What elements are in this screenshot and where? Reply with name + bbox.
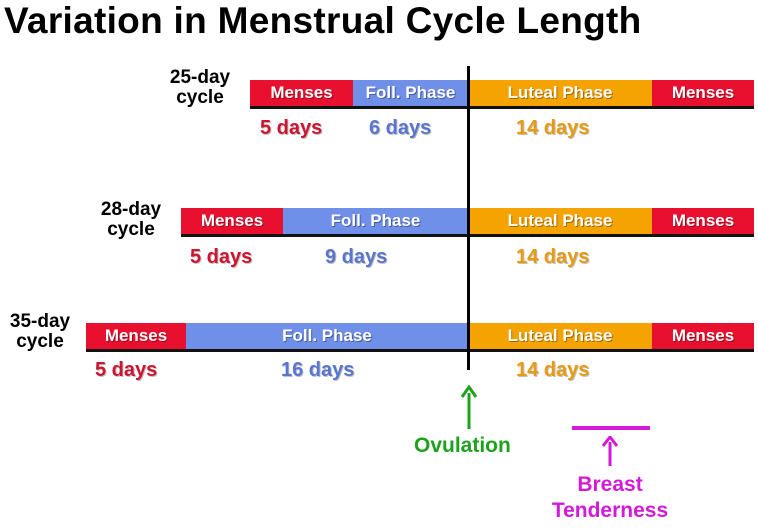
ovulation-label: Ovulation	[414, 434, 511, 457]
cycle-label-line2: cycle	[16, 331, 64, 352]
cycle-label-line1: 35-day	[9, 311, 71, 332]
cycle-label-28-day: 28-day cycle	[88, 200, 174, 240]
segment-luteal-phase: Luteal Phase	[468, 208, 652, 234]
cycle-bar-28-day: Menses Foll. Phase Luteal Phase Menses	[181, 208, 754, 237]
breast-tenderness-arrow-icon	[601, 436, 619, 466]
duration-luteal: 14 days	[516, 117, 590, 139]
duration-follicular: 16 days	[281, 359, 355, 381]
segment-luteal-phase: Luteal Phase	[468, 323, 652, 349]
segment-follicular-phase: Foll. Phase	[283, 208, 468, 234]
cycle-label-35-day: 35-day cycle	[0, 312, 80, 352]
duration-follicular: 6 days	[369, 117, 432, 139]
segment-follicular-phase: Foll. Phase	[353, 80, 468, 106]
breast-tenderness-label: Breast Tenderness	[540, 472, 680, 524]
cycle-label-25-day: 25-day cycle	[158, 68, 242, 108]
duration-luteal: 14 days	[516, 359, 590, 381]
segment-follicular-phase: Foll. Phase	[186, 323, 468, 349]
breast-tenderness-span	[572, 426, 650, 430]
segment-menses: Menses	[652, 208, 754, 234]
segment-menses: Menses	[181, 208, 283, 234]
duration-menses: 5 days	[95, 359, 158, 381]
duration-follicular: 9 days	[325, 246, 388, 268]
cycle-label-line2: cycle	[107, 219, 155, 240]
segment-menses: Menses	[250, 80, 353, 106]
segment-menses: Menses	[652, 323, 754, 349]
breast-arrow-head	[601, 436, 619, 447]
breast-label-line1: Breast	[577, 473, 643, 496]
ovulation-arrow-head	[460, 385, 478, 398]
cycle-bar-25-day: Menses Foll. Phase Luteal Phase Menses	[250, 80, 754, 109]
breast-label-line2: Tenderness	[551, 499, 669, 522]
ovulation-arrow-icon	[460, 385, 478, 429]
segment-menses: Menses	[86, 323, 186, 349]
segment-luteal-phase: Luteal Phase	[468, 80, 652, 106]
page-title: Variation in Menstrual Cycle Length	[4, 0, 642, 41]
cycle-label-line2: cycle	[176, 87, 224, 108]
cycle-bar-35-day: Menses Foll. Phase Luteal Phase Menses	[86, 323, 754, 352]
cycle-label-line1: 28-day	[100, 199, 162, 220]
cycle-label-line1: 25-day	[169, 67, 231, 88]
duration-menses: 5 days	[190, 246, 253, 268]
duration-luteal: 14 days	[516, 246, 590, 268]
ovulation-line	[467, 66, 470, 370]
duration-menses: 5 days	[260, 117, 323, 139]
segment-menses: Menses	[652, 80, 754, 106]
